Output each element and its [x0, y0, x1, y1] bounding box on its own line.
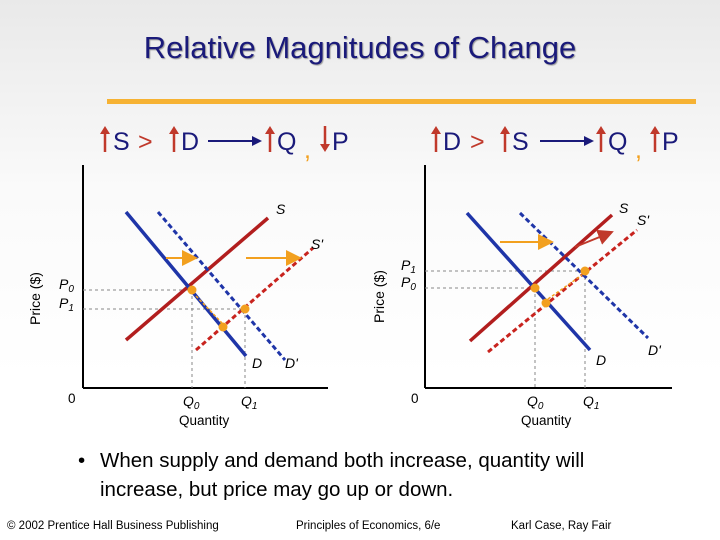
right-header: D > S Q , P — [431, 126, 679, 164]
left-equilibrium-intermediate — [218, 322, 228, 332]
right-label-d: D — [596, 352, 606, 368]
left-y-axis-title: Price ($) — [27, 272, 43, 325]
right-supply-shifted-curve — [487, 228, 638, 354]
right-origin: 0 — [411, 391, 419, 406]
left-price-tick-p1: P1 — [59, 295, 74, 314]
right-demand-curve — [465, 211, 592, 352]
right-guides — [425, 270, 586, 388]
right-label-s: S — [619, 200, 629, 216]
footer-authors: Karl Case, Ray Fair — [511, 520, 612, 532]
left-demand-shifted-curve — [156, 211, 287, 361]
right-graph: D > S Q , P Price ($) Quantity 0 — [371, 126, 679, 428]
left-graph: S > D Q , P Price ($) Quantity 0 — [27, 126, 349, 428]
up-arrow-head-icon — [265, 126, 275, 134]
bullet-text: When supply and demand both increase, qu… — [100, 449, 585, 501]
up-arrow-head-icon — [500, 126, 510, 134]
left-equilibrium-final — [240, 304, 250, 314]
right-label-d-prime: D' — [648, 342, 662, 358]
right-y-axis-title: Price ($) — [371, 270, 387, 323]
footer: © 2002 Prentice Hall Business Publishing… — [0, 514, 684, 540]
right-header-q: Q — [608, 128, 627, 156]
up-arrow-head-icon — [650, 126, 660, 134]
right-demand-shifted-curve — [518, 211, 650, 340]
left-label-s: S — [276, 201, 286, 217]
right-movement-line — [547, 274, 583, 300]
right-header-second: S — [512, 128, 529, 156]
right-quantity-tick-q1: Q1 — [583, 393, 599, 412]
left-price-tick-p0: P0 — [59, 276, 74, 295]
left-demand-curve — [124, 210, 248, 358]
up-arrow-head-icon — [169, 126, 179, 134]
footer-copyright: © 2002 Prentice Hall Business Publishing — [7, 520, 219, 532]
left-x-axis-title: Quantity — [179, 413, 230, 428]
left-guides — [83, 289, 246, 388]
bullet-point: • When supply and demand both increase, … — [78, 446, 668, 504]
left-supply-curve — [124, 216, 270, 342]
footer-book: Principles of Economics, 6/e — [296, 520, 441, 532]
left-header: S > D Q , P — [100, 126, 349, 164]
right-price-tick-p1: P1 — [401, 257, 416, 276]
left-quantity-tick-q1: Q1 — [241, 393, 257, 412]
left-header-comma: , — [304, 136, 311, 164]
right-supply-curve — [468, 213, 614, 343]
left-equilibrium-initial — [187, 285, 197, 295]
right-header-comma: , — [635, 136, 642, 164]
implies-arrow-head-icon — [252, 136, 262, 146]
right-x-axis-title: Quantity — [521, 413, 572, 428]
left-header-q: Q — [277, 128, 296, 156]
left-origin: 0 — [68, 391, 76, 406]
left-header-greater: > — [138, 128, 153, 156]
right-quantity-tick-q0: Q0 — [527, 393, 544, 412]
left-movement-line — [195, 295, 223, 324]
left-quantity-tick-q0: Q0 — [183, 393, 200, 412]
right-label-s-prime: S' — [637, 212, 650, 228]
right-equilibrium-final — [580, 266, 590, 276]
right-price-tick-p0: P0 — [401, 274, 416, 293]
slide-title: Relative Magnitudes of Change — [143, 30, 577, 65]
bullet-icon: • — [78, 449, 86, 472]
left-header-first: S — [113, 128, 130, 156]
left-header-p: P — [332, 128, 349, 156]
implies-arrow-head-icon — [584, 136, 594, 146]
left-label-s-prime: S' — [311, 236, 324, 252]
right-header-p: P — [662, 128, 679, 156]
up-arrow-head-icon — [100, 126, 110, 134]
right-equilibrium-intermediate — [541, 298, 551, 308]
right-supply-shift-arrow — [574, 229, 614, 248]
up-arrow-head-icon — [596, 126, 606, 134]
down-arrow-head-icon — [320, 144, 330, 152]
left-label-d: D — [252, 355, 262, 371]
left-header-second: D — [181, 128, 199, 156]
left-label-d-prime: D' — [285, 355, 299, 371]
up-arrow-head-icon — [431, 126, 441, 134]
right-header-greater: > — [470, 128, 485, 156]
title-underline — [107, 99, 696, 104]
right-equilibrium-initial — [530, 283, 540, 293]
right-header-first: D — [443, 128, 461, 156]
